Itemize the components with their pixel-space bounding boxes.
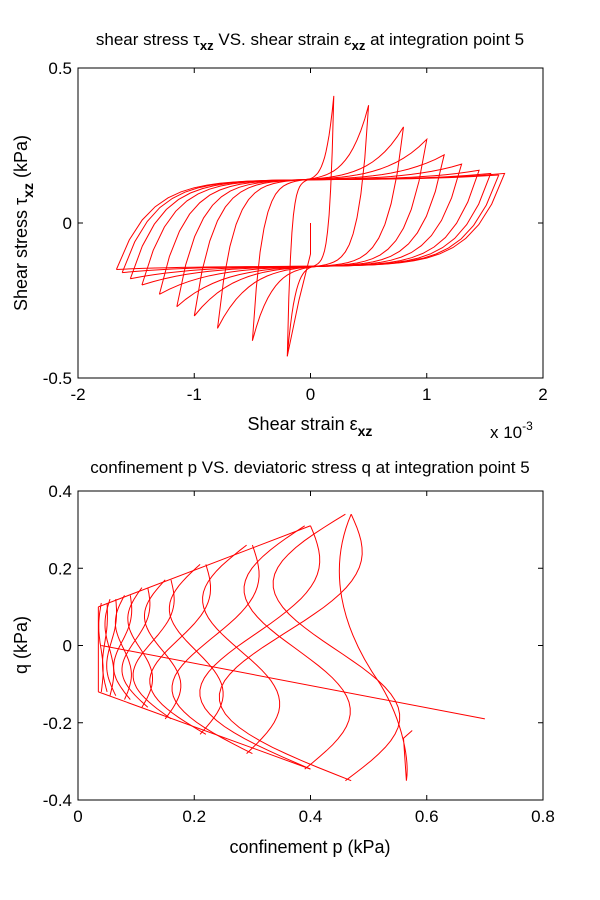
top-x-multiplier: x 10-3	[490, 419, 533, 442]
bottom-plot: confinement p VS. deviatoric stress q at…	[11, 458, 555, 857]
bottom-ytick-label: -0.4	[43, 791, 72, 810]
stress-path-loop	[202, 544, 281, 754]
initial-loading-path	[286, 223, 311, 357]
top-ticks: -2 -1 0 1 2 -0.5 0 0.5	[43, 59, 548, 404]
stress-path-loop	[149, 564, 211, 735]
bottom-xtick-label: 0.2	[182, 807, 206, 826]
bottom-xtick-label: 0.8	[531, 807, 555, 826]
top-xtick-label: 2	[538, 385, 547, 404]
top-ytick-label: -0.5	[43, 369, 72, 388]
hysteresis-loop	[158, 163, 463, 295]
stress-path-loop	[114, 595, 132, 700]
top-xtick-label: -1	[187, 385, 202, 404]
bottom-ytick-label: 0.4	[48, 482, 72, 501]
top-plot: shear stress τxz VS. shear strain εxz at…	[11, 30, 548, 442]
top-xtick-label: 0	[306, 385, 315, 404]
stress-path-loop	[218, 513, 363, 782]
top-xlabel: Shear strain εxz	[248, 414, 373, 439]
stress-path-loop	[102, 602, 108, 693]
bottom-data-area	[97, 513, 485, 782]
stress-path-loop	[199, 525, 321, 770]
hysteresis-loop	[176, 153, 445, 308]
bottom-ytick-label: 0	[63, 637, 72, 656]
bottom-xtick-label: 0.6	[415, 807, 439, 826]
final-stress-path	[338, 513, 413, 781]
hysteresis-loop	[286, 95, 335, 357]
bottom-xtick-label: 0.4	[299, 807, 323, 826]
top-title: shear stress τxz VS. shear strain εxz at…	[96, 30, 524, 53]
straight-path-line	[101, 645, 485, 720]
hysteresis-loop	[251, 105, 370, 341]
stress-path-loop	[144, 579, 182, 720]
stress-path-loop	[98, 602, 104, 692]
hysteresis-loop	[217, 126, 404, 329]
stress-path-loop	[132, 579, 175, 720]
bottom-ticks: 0 0.2 0.4 0.6 0.8 -0.4 -0.2 0 0.2 0.4	[43, 482, 555, 826]
stress-path-loop	[121, 587, 151, 708]
stress-path-loop	[272, 513, 401, 782]
lower-envelope	[98, 691, 311, 770]
stress-path-loop	[243, 525, 351, 770]
bottom-title: confinement p VS. deviatoric stress q at…	[90, 458, 529, 477]
bottom-ytick-label: 0.2	[48, 559, 72, 578]
top-xtick-label: 1	[422, 385, 431, 404]
bottom-ytick-label: -0.2	[43, 714, 72, 733]
bottom-ylabel: q (kPa)	[11, 616, 31, 674]
bottom-xlabel: confinement p (kPa)	[229, 837, 390, 857]
top-ytick-label: 0.5	[48, 59, 72, 78]
bottom-xtick-label: 0	[73, 807, 82, 826]
top-ytick-label: 0	[63, 214, 72, 233]
top-xtick-label: -2	[70, 385, 85, 404]
stress-path-loop	[171, 544, 260, 755]
stress-path-loop	[113, 595, 133, 700]
hysteresis-loop	[115, 172, 506, 270]
hysteresis-loop	[193, 137, 428, 317]
upper-envelope	[98, 525, 311, 608]
stress-path-loop	[127, 587, 153, 708]
top-ylabel: Shear stress τxz (kPa)	[11, 135, 36, 311]
top-data-area	[115, 95, 506, 357]
